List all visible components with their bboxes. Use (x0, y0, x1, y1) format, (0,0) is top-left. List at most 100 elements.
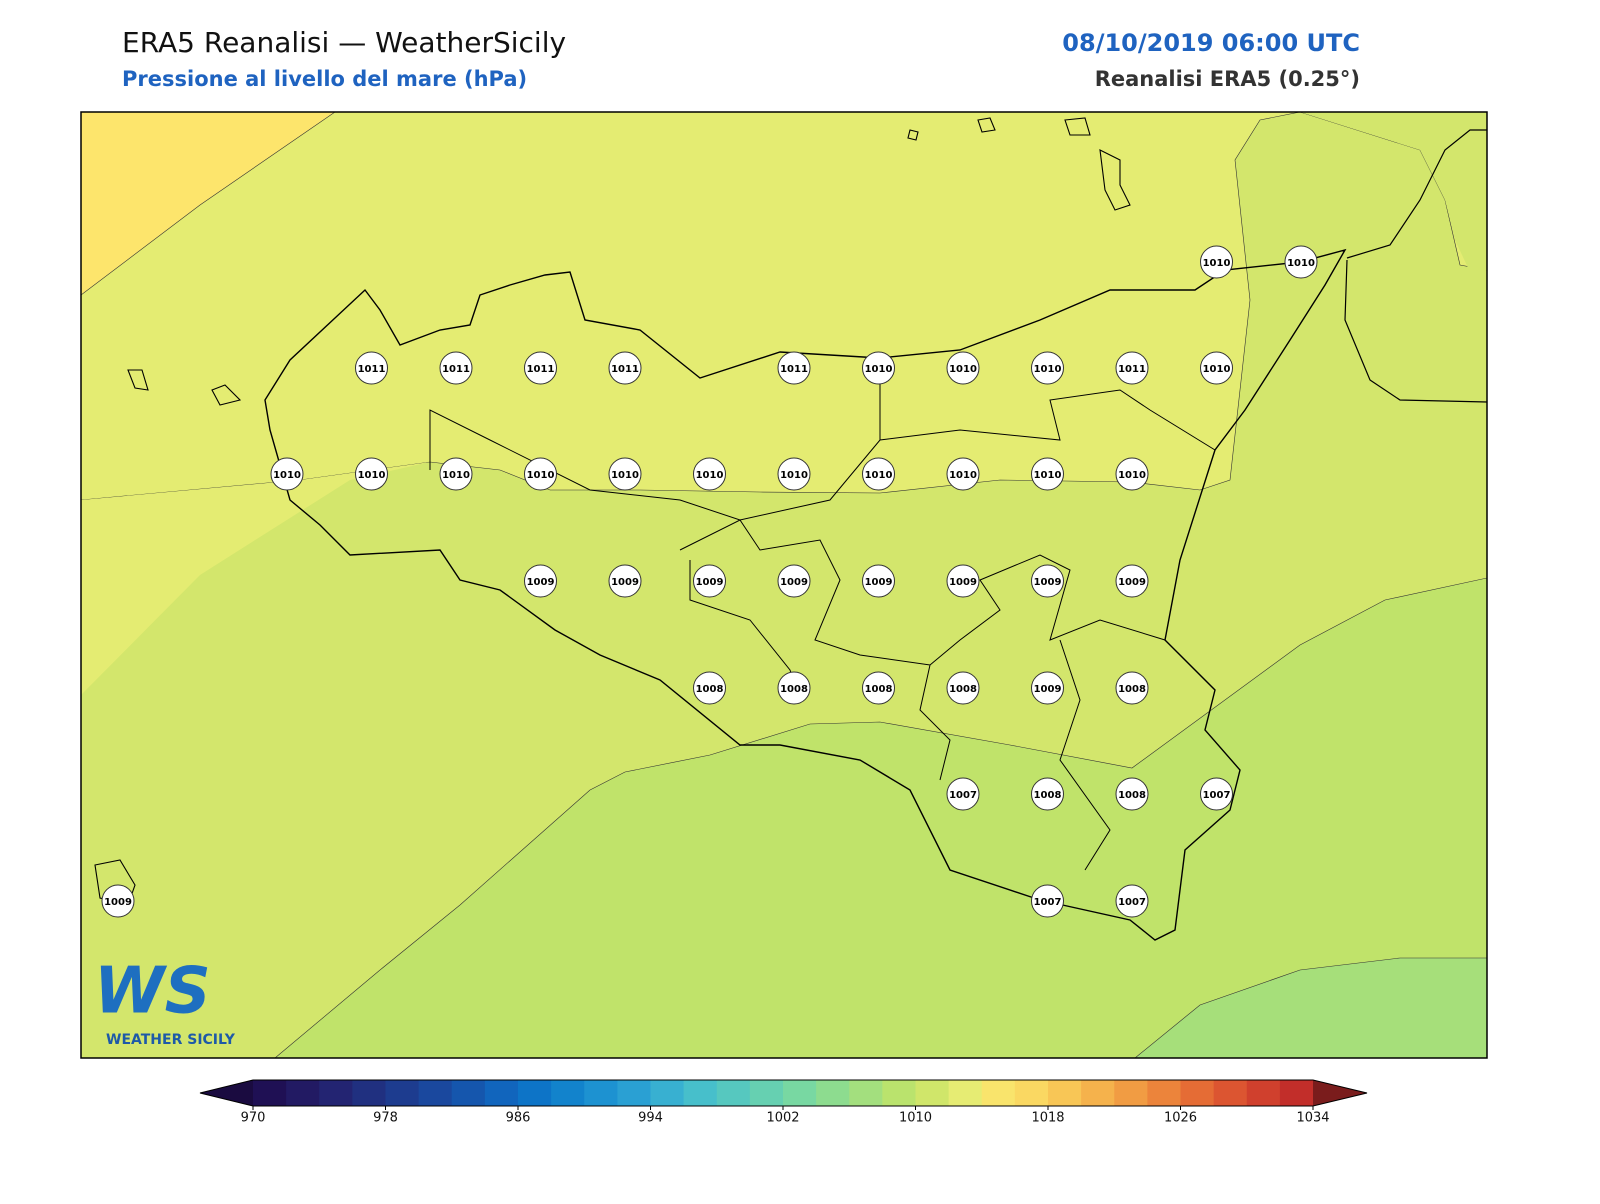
station-label: 1010 (1203, 258, 1231, 269)
station: 1009 (862, 564, 895, 598)
map (81, 112, 1487, 1058)
station-marker (270, 457, 304, 491)
station: 1009 (1031, 564, 1064, 598)
station-label: 1010 (1034, 470, 1062, 481)
station-marker (1115, 777, 1149, 811)
colorbar: 970 978 986 994 1002 1010 1018 1026 1034 (199, 1079, 1368, 1126)
station: 1010 (355, 457, 388, 491)
colorbar-bin (1246, 1080, 1281, 1106)
station-label: 1009 (1034, 577, 1062, 588)
station-marker (862, 457, 895, 491)
station-label: 1007 (1034, 897, 1062, 908)
station: 1010 (1031, 351, 1064, 385)
station: 1008 (777, 671, 811, 705)
station: 1010 (270, 457, 304, 491)
station-marker (1031, 351, 1064, 385)
station: 1008 (946, 671, 980, 705)
station-label: 1008 (865, 684, 893, 695)
colorbar-bin (385, 1080, 420, 1106)
colorbar-bin (518, 1080, 552, 1106)
station: 1010 (524, 457, 557, 491)
station-label: 1008 (1034, 790, 1062, 801)
station: 1008 (693, 671, 726, 705)
station-label: 1009 (780, 577, 808, 588)
station-marker (946, 457, 980, 491)
colorbar-tick-label: 986 (506, 1111, 531, 1126)
colorbar-bin (749, 1080, 784, 1106)
station-label: 1008 (1118, 684, 1146, 695)
station: 1009 (946, 564, 980, 598)
station-marker (524, 351, 557, 385)
band-1010-w (81, 462, 430, 695)
station-marker (946, 564, 980, 598)
province-borders (429, 370, 1216, 871)
colorbar-tick-label: 1010 (899, 1111, 932, 1126)
station-label: 1010 (273, 470, 301, 481)
station-marker (439, 457, 473, 491)
station-label: 1010 (442, 470, 470, 481)
colorbar-bin (849, 1080, 883, 1106)
station-label: 1010 (696, 470, 724, 481)
station-marker (608, 457, 642, 491)
station: 1007 (946, 777, 980, 811)
colorbar-bin (253, 1080, 287, 1106)
colorbar-under (200, 1080, 253, 1106)
date: 08/10/2019 06:00 UTC (1062, 29, 1360, 57)
station-marker (1031, 564, 1064, 598)
station: 1010 (608, 457, 642, 491)
station-label: 1008 (1118, 790, 1146, 801)
station-label: 1010 (1203, 364, 1231, 375)
colorbar-bin (1147, 1080, 1181, 1106)
station-marker (1115, 457, 1149, 491)
colorbar-bin (683, 1080, 718, 1106)
station-marker (608, 564, 642, 598)
colorbar-over (1313, 1080, 1367, 1106)
colorbar-tick-label: 994 (638, 1111, 663, 1126)
station-marker (355, 351, 388, 385)
station-label: 1009 (1118, 577, 1146, 588)
station-label: 1009 (104, 897, 132, 908)
station-label: 1010 (949, 470, 977, 481)
band-1010 (81, 112, 1487, 501)
station-label: 1008 (696, 684, 724, 695)
station: 1010 (1031, 457, 1064, 491)
station-marker (777, 671, 811, 705)
station: 1009 (693, 564, 726, 598)
station-marker (1031, 777, 1064, 811)
colorbar-bin (981, 1080, 1016, 1106)
station-label: 1009 (949, 577, 977, 588)
colorbar-bin (451, 1080, 486, 1106)
station-label: 1011 (1118, 364, 1146, 375)
station: 1008 (862, 671, 895, 705)
colorbar-bin (948, 1080, 983, 1106)
islands (94, 117, 1131, 906)
station: 1010 (439, 457, 473, 491)
station: 1008 (1115, 777, 1149, 811)
station-label: 1008 (780, 684, 808, 695)
station-marker (693, 457, 726, 491)
station-label: 1010 (949, 364, 977, 375)
station: 1009 (1115, 564, 1149, 598)
colorbar-bin (1014, 1080, 1049, 1106)
colorbar-tick-label: 970 (241, 1111, 266, 1126)
logo: WS WEATHER SICILY (94, 955, 236, 1048)
station: 1010 (1284, 245, 1318, 279)
station-label: 1009 (611, 577, 639, 588)
colorbar-bin (617, 1080, 651, 1106)
station: 1011 (355, 351, 388, 385)
station-marker (1200, 245, 1233, 279)
colorbar-bin (1114, 1080, 1148, 1106)
station-marker (862, 564, 895, 598)
station-label: 1009 (1034, 684, 1062, 695)
station: 1011 (777, 351, 811, 385)
station-label: 1011 (527, 364, 555, 375)
band-1012 (81, 112, 336, 296)
station-marker (946, 351, 980, 385)
station-label: 1009 (865, 577, 893, 588)
colorbar-tick-label: 1034 (1296, 1111, 1329, 1126)
colorbar-bin (1081, 1080, 1115, 1106)
colorbar-bin (418, 1080, 453, 1106)
colorbar-tick-label: 1002 (766, 1111, 799, 1126)
station: 1008 (1031, 777, 1064, 811)
